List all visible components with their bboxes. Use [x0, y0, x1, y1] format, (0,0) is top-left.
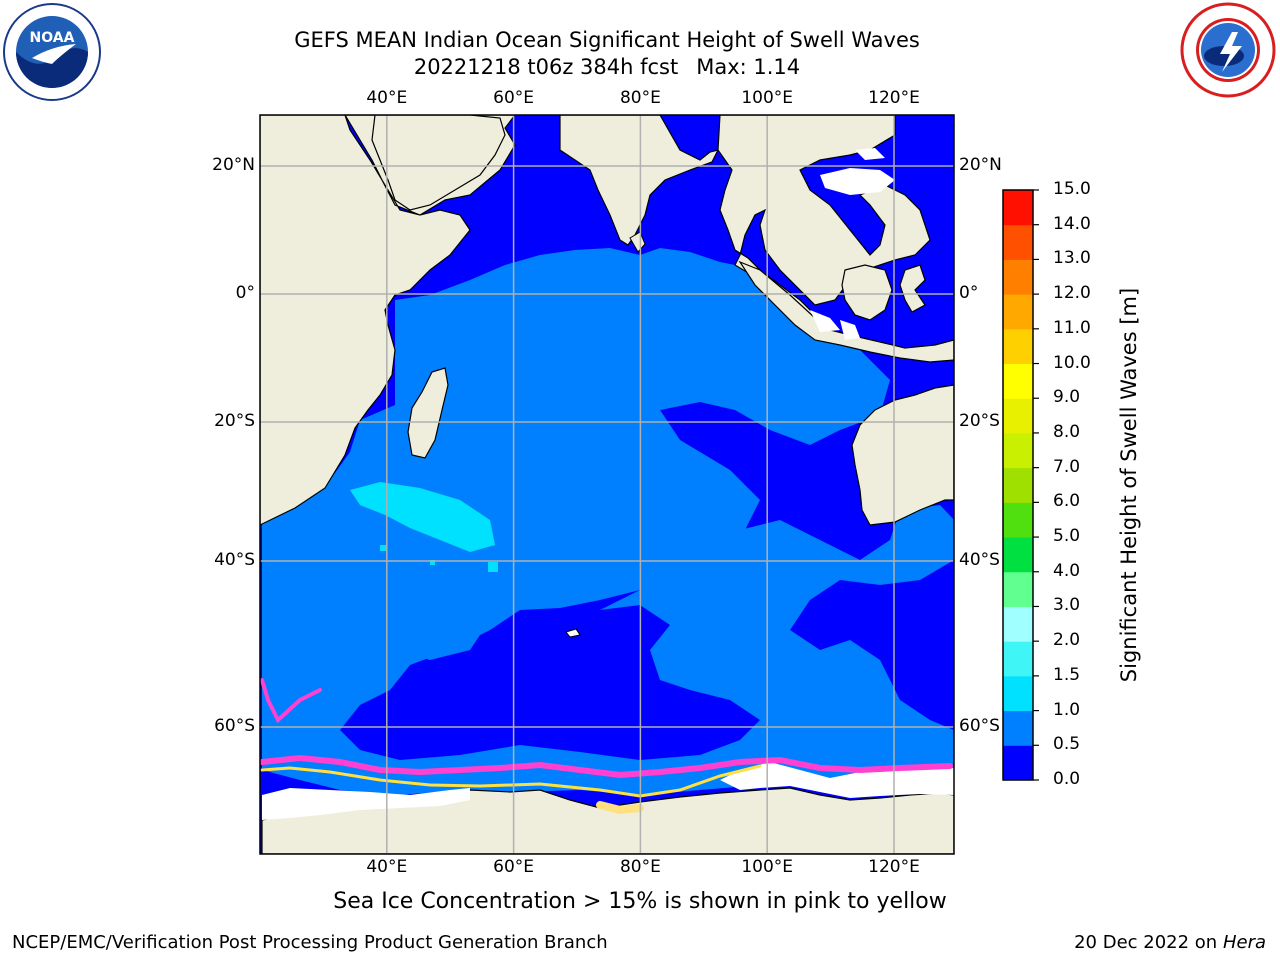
lon-tick-label-top: 80°E	[619, 88, 661, 108]
colorbar-tick-label: 11.0	[1053, 317, 1091, 338]
colorbar-tick-label: 8.0	[1053, 421, 1081, 442]
footer-host: Hera	[1222, 932, 1266, 953]
land-kerguelen	[565, 628, 581, 638]
colorbar-tick-label: 12.0	[1053, 283, 1091, 304]
lat-tick-label-right: 0°	[959, 283, 979, 303]
forecast-time: 20221218 t06z 384h fcst	[413, 55, 679, 79]
colorbar-swatch	[1003, 398, 1033, 434]
colorbar-swatch	[1003, 606, 1033, 642]
colorbar-swatch	[1003, 467, 1033, 503]
colorbar-tick-label: 15.0	[1053, 179, 1091, 199]
ocean-moderate-swell-south	[262, 560, 510, 660]
colorbar	[1002, 189, 1039, 781]
footer-date: 20 Dec 2022 on Hera	[1074, 932, 1266, 953]
colorbar-tick-label: 2.0	[1053, 630, 1081, 651]
land-india	[559, 115, 720, 246]
sea-ice-caption: Sea Ice Concentration > 15% is shown in …	[333, 889, 947, 914]
colorbar-tick-label: 4.0	[1053, 560, 1081, 581]
colorbar-tick-label: 7.0	[1053, 456, 1081, 477]
colorbar-swatch	[1003, 224, 1033, 260]
lat-tick-label-right: 40°S	[959, 550, 1000, 570]
colorbar-swatch	[1003, 745, 1033, 781]
colorbar-swatch	[1003, 190, 1033, 226]
colorbar-swatch	[1003, 259, 1033, 295]
colorbar-tick-label: 0.0	[1053, 769, 1081, 789]
colorbar-tick-label: 1.0	[1053, 699, 1081, 720]
noaa-logo: NOAA	[3, 3, 101, 101]
lon-tick-label-bottom: 40°E	[366, 857, 408, 877]
colorbar-swatch	[1003, 675, 1033, 712]
footer-date-text: 20 Dec 2022 on	[1074, 932, 1218, 953]
colorbar-swatch	[1003, 363, 1033, 399]
colorbar-swatch	[1003, 537, 1033, 573]
colorbar-tick-label: 1.5	[1053, 664, 1081, 685]
land-arabia	[371, 115, 506, 211]
lon-tick-label-bottom: 120°E	[868, 857, 920, 877]
lat-tick-label-right: 60°S	[959, 716, 1000, 736]
sea-ice-white	[262, 788, 470, 820]
land-sulawesi	[899, 264, 926, 313]
colorbar-frame	[1002, 189, 1034, 781]
lat-tick-label-left: 60°S	[214, 716, 255, 736]
colorbar-tick-label: 5.0	[1053, 526, 1081, 547]
land-australia	[851, 384, 954, 526]
lon-tick-label-bottom: 60°E	[493, 857, 535, 877]
colorbar-tick-label: 9.0	[1053, 387, 1081, 408]
lat-tick-label-right: 20°N	[959, 155, 1002, 175]
nws-logo	[1180, 2, 1276, 98]
noaa-logo-text: NOAA	[30, 30, 75, 46]
colorbar-swatch	[1003, 641, 1033, 677]
colorbar-swatch	[1003, 294, 1033, 330]
colorbar-swatch	[1003, 502, 1033, 538]
lat-tick-label-left: 0°	[235, 283, 255, 303]
colorbar-swatch	[1003, 710, 1033, 746]
lon-tick-label-bottom: 80°E	[619, 857, 661, 877]
land-borneo	[841, 264, 893, 321]
colorbar-tick-label: 10.0	[1053, 352, 1091, 373]
missing-data-patches	[810, 148, 895, 340]
graticule	[260, 115, 954, 854]
colorbar-swatch	[1003, 571, 1033, 607]
colorbar-swatch	[1003, 328, 1033, 365]
colorbar-tick-label: 13.0	[1053, 248, 1091, 269]
lat-tick-label-left: 20°S	[214, 411, 255, 431]
lat-tick-label-left: 40°S	[214, 550, 255, 570]
colorbar-tick-label: 0.5	[1053, 734, 1081, 755]
sea-ice-edge	[260, 678, 953, 815]
footer-credit: NCEP/EMC/Verification Post Processing Pr…	[12, 932, 608, 953]
colorbar-title: Significant Height of Swell Waves [m]	[1117, 287, 1141, 683]
colorbar-tick-label: 6.0	[1053, 491, 1081, 512]
map-subtitle: 20221218 t06z 384h fcst Max: 1.14	[0, 54, 1214, 80]
colorbar-tick-label: 14.0	[1053, 213, 1091, 234]
colorbar-swatch	[1003, 432, 1033, 469]
lon-tick-label-bottom: 100°E	[741, 857, 794, 877]
colorbar-tick-label: 3.0	[1053, 595, 1081, 616]
lon-tick-label-top: 120°E	[868, 88, 920, 108]
lat-tick-label-right: 20°S	[959, 411, 1000, 431]
map-frame	[259, 114, 955, 855]
max-value: Max: 1.14	[696, 55, 801, 79]
ocean-moderate-swell-west	[262, 495, 340, 580]
land-madagascar	[407, 367, 449, 459]
map-title: GEFS MEAN Indian Ocean Significant Heigh…	[294, 28, 920, 52]
lon-tick-label-top: 40°E	[366, 88, 408, 108]
lon-tick-label-top: 100°E	[741, 88, 794, 108]
land-sri-lanka	[629, 231, 646, 253]
lat-tick-label-left: 20°N	[212, 155, 255, 175]
lon-tick-label-top: 60°E	[493, 88, 535, 108]
